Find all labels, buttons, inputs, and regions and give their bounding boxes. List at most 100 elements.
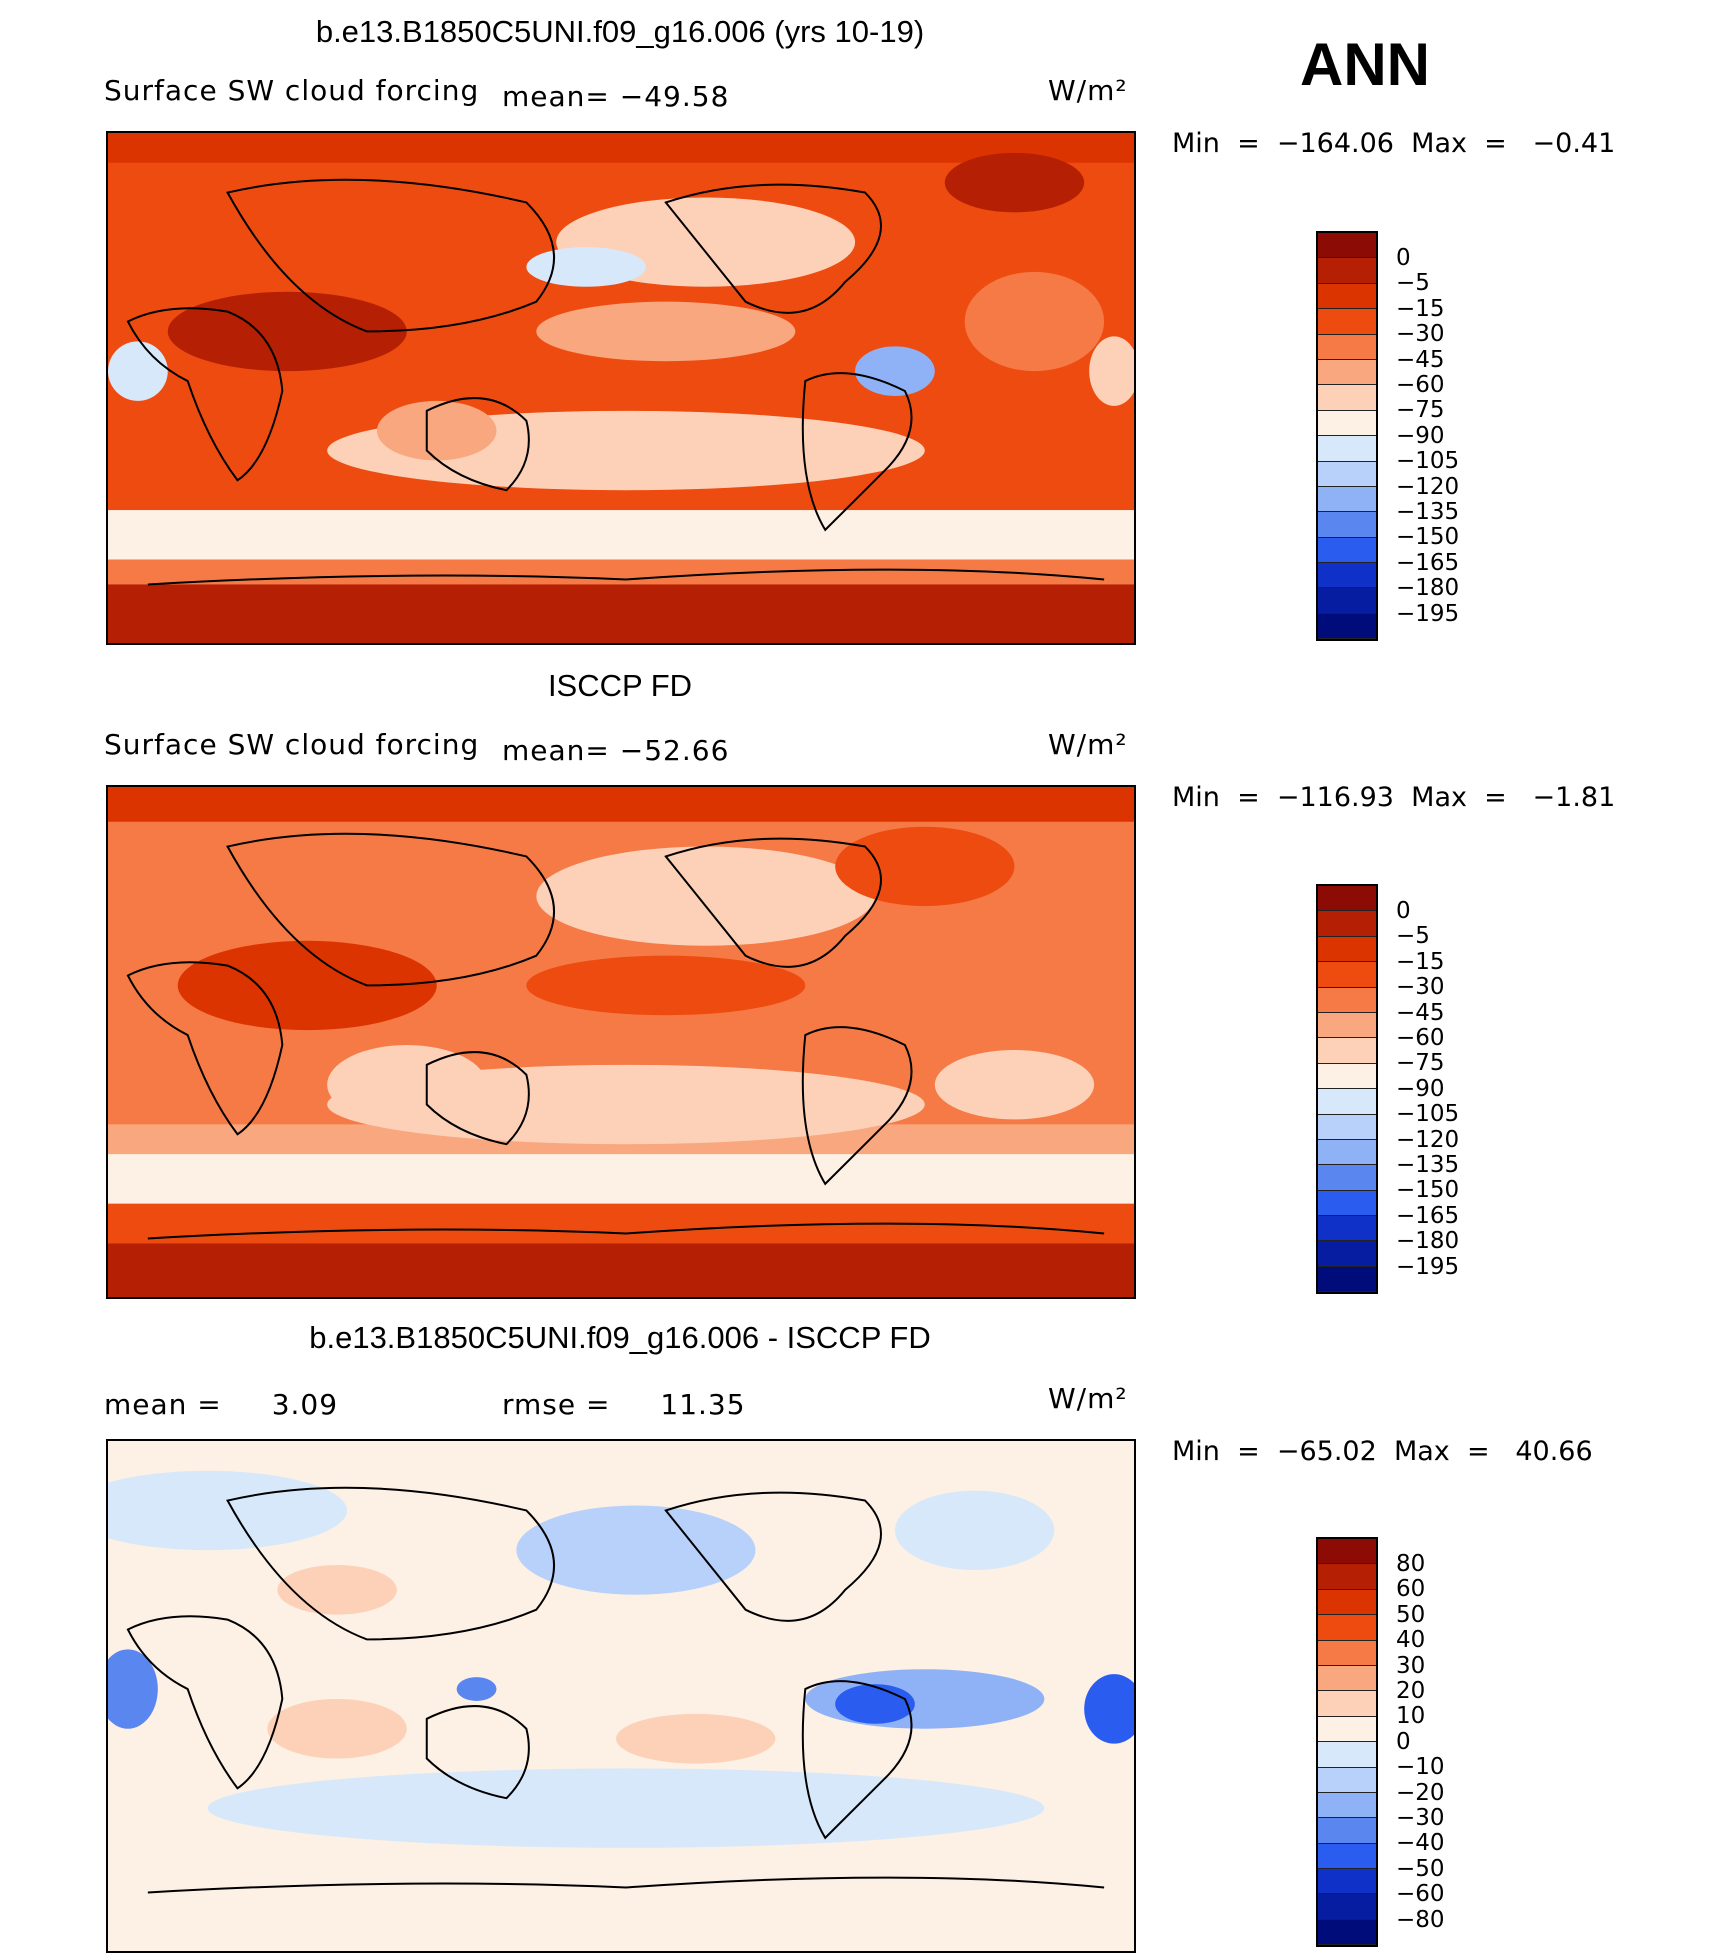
colorbar-segment <box>1318 359 1376 386</box>
colorbar-segment <box>1318 1216 1376 1242</box>
coast-africa <box>126 1615 284 1790</box>
colorbar-segment <box>1318 1869 1376 1895</box>
colorbar-segment <box>1318 613 1376 640</box>
colorbar-segment <box>1318 334 1376 360</box>
colorbar-tick-label: −15 <box>1396 295 1445 322</box>
colorbar-tick-label: −105 <box>1396 1101 1460 1128</box>
coast-eurasia <box>226 1486 555 1641</box>
colorbar-segment <box>1318 309 1376 335</box>
field-band-southern-ocean <box>108 1154 1134 1204</box>
season-label: ANN <box>1300 31 1430 98</box>
panel-3-map <box>106 1439 1136 1953</box>
colorbar-tick-label: −40 <box>1396 1830 1445 1857</box>
field-indian-ocean <box>327 1044 487 1125</box>
colorbar-tick-label: −50 <box>1396 1855 1445 1882</box>
colorbar-segment <box>1318 588 1376 614</box>
panel-1-colorbar <box>1316 231 1378 642</box>
colorbar-segment <box>1318 1165 1376 1191</box>
colorbar-segment <box>1318 1894 1376 1920</box>
colorbar-segment <box>1318 233 1376 259</box>
colorbar-segment <box>1318 385 1376 411</box>
panel-1-max-label: Max <box>1411 128 1467 159</box>
colorbar-segment <box>1318 1691 1376 1717</box>
colorbar-segment <box>1318 1539 1376 1565</box>
panel-3-rmse-value: 11.35 <box>660 1388 746 1421</box>
field-angola-bias <box>108 1649 158 1729</box>
coast-antarctica <box>147 568 1105 586</box>
colorbar-segment <box>1318 563 1376 589</box>
field-subtropical-pacific <box>536 301 796 362</box>
panel-1-min-label: Min <box>1172 128 1220 159</box>
field-north-pacific <box>516 1505 756 1595</box>
colorbar-segment <box>1318 1665 1376 1692</box>
colorbar-tick-label: −180 <box>1396 575 1460 602</box>
coast-australia <box>425 1051 530 1146</box>
colorbar-tick-label: −150 <box>1396 524 1460 551</box>
coast-north-america <box>664 1491 882 1622</box>
colorbar-segment <box>1318 1063 1376 1090</box>
field-asia-positive <box>277 1565 397 1615</box>
colorbar-segment <box>1318 911 1376 937</box>
colorbar-segment <box>1318 461 1376 487</box>
colorbar-tick-label: 10 <box>1396 1703 1426 1730</box>
colorbar-tick-label: −90 <box>1396 422 1445 449</box>
colorbar-segment <box>1318 258 1376 284</box>
colorbar-tick-label: −180 <box>1396 1228 1460 1255</box>
colorbar-segment <box>1318 1266 1376 1293</box>
field-band-subantarctic <box>108 559 1134 590</box>
panel-3-contour-map <box>108 1441 1134 1951</box>
panel-3-max-value: 40.66 <box>1515 1436 1593 1467</box>
coast-australia <box>425 397 530 492</box>
panel-3-max-label: Max <box>1393 1436 1450 1467</box>
field-east-atlantic <box>1089 336 1134 406</box>
colorbar-segment <box>1318 1843 1376 1870</box>
field-north-pacific <box>536 846 876 946</box>
panel-3-mean-label: mean = <box>104 1388 222 1421</box>
colorbar-segment <box>1318 1742 1376 1768</box>
panel-1-units: W/m² <box>1048 74 1128 107</box>
colorbar-tick-label: −135 <box>1396 499 1460 525</box>
colorbar-tick-label: −150 <box>1396 1177 1460 1204</box>
coastlines <box>126 832 1105 1240</box>
panel-2-contour-map <box>108 787 1134 1297</box>
panel-3-minmax: Min = −65.02 Max = 40.66 <box>1172 1436 1593 1467</box>
panel-3-rmse-label: rmse = <box>502 1388 611 1421</box>
colorbar-tick-label: −15 <box>1396 948 1445 975</box>
panel-1-variable-label: Surface SW cloud forcing <box>104 74 480 107</box>
colorbar-tick-label: −165 <box>1396 549 1460 576</box>
colorbar-segment <box>1318 886 1376 912</box>
field-indian-positive <box>267 1698 407 1759</box>
coast-africa <box>126 307 284 482</box>
colorbar-segment <box>1318 512 1376 538</box>
field-east-atlantic-bias <box>1084 1674 1134 1744</box>
field-south-atlantic <box>934 1049 1095 1120</box>
coast-south-america <box>801 372 913 532</box>
field-band-antarctica <box>108 584 1134 643</box>
colorbar-segment <box>1318 1038 1376 1064</box>
colorbar-tick-label: −45 <box>1396 346 1445 373</box>
colorbar-tick-label: −60 <box>1396 372 1445 398</box>
colorbar-tick-label: −60 <box>1396 1881 1445 1908</box>
colorbar-segment <box>1318 1012 1376 1039</box>
colorbar-tick-label: −105 <box>1396 448 1460 475</box>
colorbar-segment <box>1318 436 1376 462</box>
colorbar-segment <box>1318 1589 1376 1616</box>
panel-1-mean-value: −49.58 <box>619 80 730 113</box>
colorbar-segment <box>1318 1241 1376 1267</box>
colorbar-tick-label: −165 <box>1396 1202 1460 1229</box>
colorbar-tick-label: −75 <box>1396 397 1445 424</box>
panel-3-mean-value: 3.09 <box>271 1388 339 1421</box>
field-band-arctic <box>108 133 1134 163</box>
panel-2-mean-value: −52.66 <box>619 734 730 767</box>
colorbar-tick-label: −120 <box>1396 1126 1460 1153</box>
colorbar-tick-label: 60 <box>1396 1576 1426 1603</box>
colorbar-tick-label: 0 <box>1396 245 1411 271</box>
colorbar-tick-label: −5 <box>1396 270 1430 297</box>
panel-3-min-value: −65.02 <box>1276 1436 1377 1467</box>
colorbar-segment <box>1318 1640 1376 1666</box>
panel-3-units: W/m² <box>1048 1382 1128 1415</box>
colorbar-segment <box>1318 1564 1376 1590</box>
colorbar-segment <box>1318 1114 1376 1140</box>
coast-eurasia <box>226 178 555 333</box>
colorbar-segment <box>1318 486 1376 513</box>
